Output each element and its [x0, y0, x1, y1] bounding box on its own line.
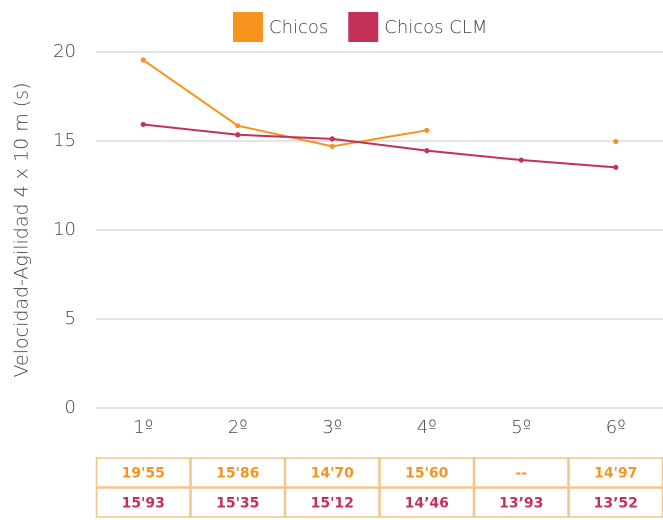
- legend-label: Chicos: [269, 17, 328, 38]
- y-tick-label: 5: [65, 308, 76, 329]
- series-point: [140, 121, 146, 128]
- legend-swatch: [348, 12, 379, 42]
- x-tick-label: 1º: [133, 417, 153, 438]
- y-tick-label: 10: [53, 219, 76, 240]
- table-cell: [473, 457, 569, 488]
- table-value: --: [515, 466, 527, 482]
- y-tick-label: 20: [53, 41, 76, 62]
- table-value: 14'70: [311, 466, 355, 482]
- x-tick-label: 2º: [228, 417, 248, 438]
- series-point: [424, 148, 430, 154]
- y-tick-label: 15: [53, 130, 76, 151]
- x-tick-label: 4º: [417, 417, 437, 438]
- legend-label: Chicos CLM: [384, 17, 487, 38]
- x-tick-label: 3º: [322, 417, 342, 438]
- series-line: [142, 59, 427, 148]
- y-tick-label: 0: [65, 397, 76, 418]
- table-value: 14’46: [405, 496, 449, 512]
- y-axis-label: Velocidad-Agilidad 4 x 10 m (s): [11, 83, 33, 378]
- table-cell: [190, 457, 286, 488]
- series-point: [613, 164, 619, 170]
- series-point: [518, 157, 524, 163]
- table-cell: [190, 487, 286, 518]
- table-cell: [284, 487, 380, 518]
- table-cell: [379, 457, 475, 488]
- table-cell: [379, 487, 475, 518]
- table-value: 15'93: [122, 496, 165, 512]
- series-point: [329, 143, 335, 149]
- table-value: 15'60: [405, 466, 449, 482]
- table-value: 15'35: [216, 496, 259, 512]
- table-value: 14'97: [594, 466, 637, 482]
- table-cell: [473, 487, 569, 518]
- series-line: [143, 123, 616, 169]
- table-cell: [95, 457, 191, 488]
- table-value: 13’52: [594, 496, 638, 512]
- series-point: [140, 57, 146, 63]
- table-value: 15'12: [311, 496, 354, 512]
- series-point: [424, 127, 430, 133]
- table-value: 13’93: [499, 496, 543, 512]
- series-point: [235, 132, 241, 138]
- table-cell: [95, 487, 191, 518]
- table-value: 15'86: [216, 466, 259, 482]
- x-tick-label: 6º: [606, 417, 626, 438]
- series-point: [329, 136, 335, 142]
- x-tick-label: 5º: [511, 417, 531, 438]
- legend-swatch: [233, 12, 263, 42]
- series-point: [613, 138, 619, 145]
- table-cell: [284, 457, 380, 488]
- series-point: [235, 123, 241, 129]
- table-value: 19'55: [122, 466, 165, 482]
